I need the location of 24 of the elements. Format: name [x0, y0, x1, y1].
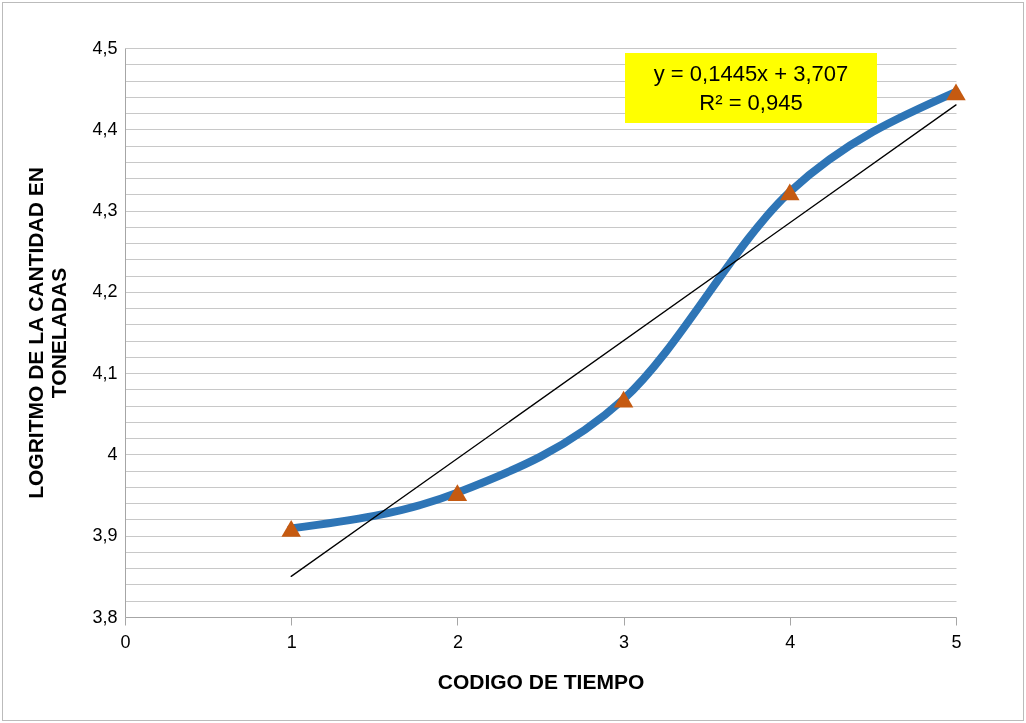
point [613, 390, 634, 408]
point [780, 183, 800, 201]
annotation: y = 0,1445x + 3,707 [652, 60, 850, 88]
x-tick-label: 3 [619, 631, 630, 652]
annotation: R² = 0,945 [698, 89, 804, 117]
equation-box: y = 0,1445x + 3,707 R² = 0,945 [625, 53, 877, 123]
y-axis-title: LOGRITMO DE LA CANTIDAD EN TONELADAS [24, 167, 71, 499]
y-tick-label: 4,1 [92, 362, 118, 383]
x-tick-label: 0 [120, 631, 131, 652]
x-tick-label: 2 [452, 631, 463, 652]
y-tick-label: 4,3 [92, 200, 118, 221]
y-tick-label: 4 [107, 443, 118, 464]
y-tick-label: 4,5 [92, 37, 118, 58]
y-tick-label: 4,4 [92, 118, 118, 139]
point [946, 83, 966, 101]
x-tick-label: 5 [951, 631, 962, 652]
point [447, 484, 468, 502]
x-tick-label: 1 [286, 631, 297, 652]
point [281, 519, 301, 537]
y-tick-label: 3,9 [92, 525, 118, 546]
y-tick-label: 4,2 [92, 281, 118, 302]
y-tick-label: 3,8 [92, 606, 118, 627]
x-tick-label: 4 [785, 631, 796, 652]
x-axis-title: CODIGO DE TIEMPO [437, 669, 645, 693]
